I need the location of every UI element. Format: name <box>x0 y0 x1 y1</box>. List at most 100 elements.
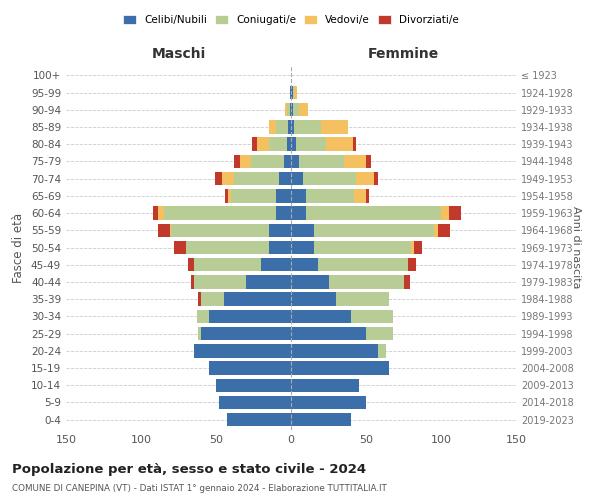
Bar <box>285 103 287 117</box>
Bar <box>449 206 461 220</box>
Bar <box>216 378 291 392</box>
Bar <box>291 120 294 134</box>
Bar <box>201 327 291 340</box>
Bar <box>438 224 450 237</box>
Bar <box>343 154 366 168</box>
Bar <box>290 103 291 117</box>
Bar <box>276 120 288 134</box>
Bar <box>284 154 291 168</box>
Bar <box>201 292 223 306</box>
Bar <box>408 258 415 272</box>
Bar <box>366 189 369 202</box>
Bar <box>433 224 438 237</box>
Bar <box>291 310 351 323</box>
Bar <box>291 344 378 358</box>
Bar <box>404 275 409 288</box>
Bar <box>198 292 201 306</box>
Bar <box>306 189 354 202</box>
Bar <box>171 224 269 237</box>
Bar <box>366 154 371 168</box>
Bar <box>303 172 355 186</box>
Bar <box>296 138 325 151</box>
Bar <box>314 224 433 237</box>
Bar <box>351 310 393 323</box>
Text: COMUNE DI CANEPINA (VT) - Dati ISTAT 1° gennaio 2024 - Elaborazione TUTTITALIA.I: COMUNE DI CANEPINA (VT) - Dati ISTAT 1° … <box>12 484 387 493</box>
Bar <box>215 172 222 186</box>
Bar <box>355 172 373 186</box>
Bar <box>227 413 291 426</box>
Bar <box>163 206 276 220</box>
Bar <box>251 154 284 168</box>
Bar <box>291 378 359 392</box>
Bar <box>373 172 378 186</box>
Bar <box>293 86 294 100</box>
Bar <box>366 327 393 340</box>
Bar <box>299 103 308 117</box>
Bar <box>329 275 404 288</box>
Bar <box>291 258 318 272</box>
Bar <box>157 224 170 237</box>
Bar <box>187 258 193 272</box>
Bar <box>291 241 314 254</box>
Bar <box>197 310 209 323</box>
Bar <box>269 138 287 151</box>
Text: Maschi: Maschi <box>151 48 206 62</box>
Bar <box>269 224 291 237</box>
Bar <box>291 206 306 220</box>
Legend: Celibi/Nubili, Coniugati/e, Vedovi/e, Divorziati/e: Celibi/Nubili, Coniugati/e, Vedovi/e, Di… <box>120 12 462 28</box>
Bar <box>336 292 389 306</box>
Bar <box>314 241 411 254</box>
Bar <box>209 310 291 323</box>
Bar <box>291 138 296 151</box>
Bar <box>157 206 163 220</box>
Bar <box>291 275 329 288</box>
Bar <box>414 241 421 254</box>
Bar <box>223 292 291 306</box>
Bar <box>291 224 314 237</box>
Bar <box>290 86 291 100</box>
Bar <box>291 396 366 409</box>
Bar <box>291 154 299 168</box>
Bar <box>287 103 290 117</box>
Bar <box>257 138 269 151</box>
Bar <box>193 344 291 358</box>
Bar <box>321 120 348 134</box>
Bar <box>291 172 303 186</box>
Bar <box>174 241 186 254</box>
Bar <box>186 241 269 254</box>
Bar <box>228 189 231 202</box>
Bar <box>293 103 299 117</box>
Bar <box>222 172 234 186</box>
Bar <box>294 86 297 100</box>
Bar <box>276 189 291 202</box>
Bar <box>269 241 291 254</box>
Bar <box>353 138 355 151</box>
Bar <box>153 206 157 220</box>
Bar <box>291 362 389 374</box>
Bar <box>291 327 366 340</box>
Bar <box>411 241 414 254</box>
Bar <box>325 138 353 151</box>
Bar <box>306 206 441 220</box>
Bar <box>170 224 171 237</box>
Bar <box>261 258 291 272</box>
Text: Popolazione per età, sesso e stato civile - 2024: Popolazione per età, sesso e stato civil… <box>12 462 366 475</box>
Y-axis label: Fasce di età: Fasce di età <box>13 212 25 282</box>
Bar <box>193 275 246 288</box>
Bar <box>318 258 408 272</box>
Bar <box>198 327 201 340</box>
Bar <box>276 206 291 220</box>
Y-axis label: Anni di nascita: Anni di nascita <box>571 206 581 289</box>
Bar <box>378 344 386 358</box>
Bar <box>240 154 251 168</box>
Bar <box>219 396 291 409</box>
Bar <box>252 138 257 151</box>
Bar <box>191 275 193 288</box>
Bar <box>291 292 336 306</box>
Bar <box>279 172 291 186</box>
Bar <box>234 172 279 186</box>
Bar <box>288 120 291 134</box>
Bar <box>193 258 261 272</box>
Bar <box>291 86 293 100</box>
Text: Femmine: Femmine <box>368 48 439 62</box>
